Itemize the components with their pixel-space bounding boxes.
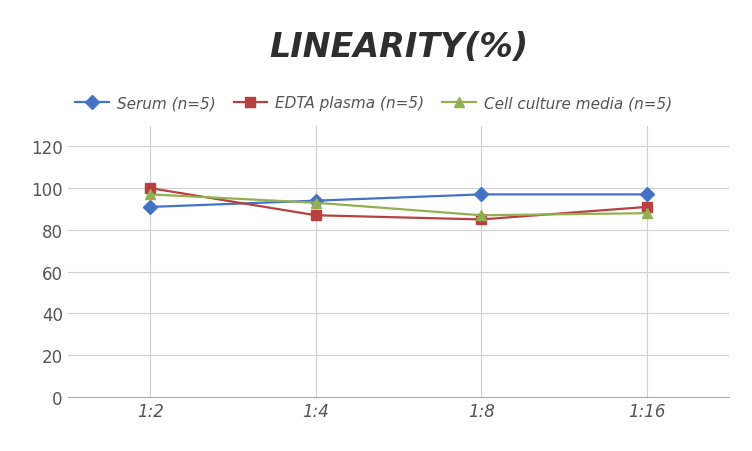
EDTA plasma (n=5) <box>146 186 155 191</box>
EDTA plasma (n=5) <box>477 217 486 223</box>
Serum (n=5) <box>642 192 651 198</box>
Line: Cell culture media (n=5): Cell culture media (n=5) <box>146 190 651 221</box>
Serum (n=5) <box>311 198 320 204</box>
EDTA plasma (n=5) <box>311 213 320 218</box>
Cell culture media (n=5) <box>311 201 320 206</box>
Line: EDTA plasma (n=5): EDTA plasma (n=5) <box>146 184 651 225</box>
Line: Serum (n=5): Serum (n=5) <box>146 190 651 212</box>
Serum (n=5) <box>477 192 486 198</box>
Legend: Serum (n=5), EDTA plasma (n=5), Cell culture media (n=5): Serum (n=5), EDTA plasma (n=5), Cell cul… <box>75 96 672 111</box>
EDTA plasma (n=5) <box>642 205 651 210</box>
Cell culture media (n=5) <box>642 211 651 216</box>
Title: LINEARITY(%): LINEARITY(%) <box>269 31 528 64</box>
Serum (n=5) <box>146 205 155 210</box>
Cell culture media (n=5) <box>146 192 155 198</box>
Cell culture media (n=5) <box>477 213 486 218</box>
